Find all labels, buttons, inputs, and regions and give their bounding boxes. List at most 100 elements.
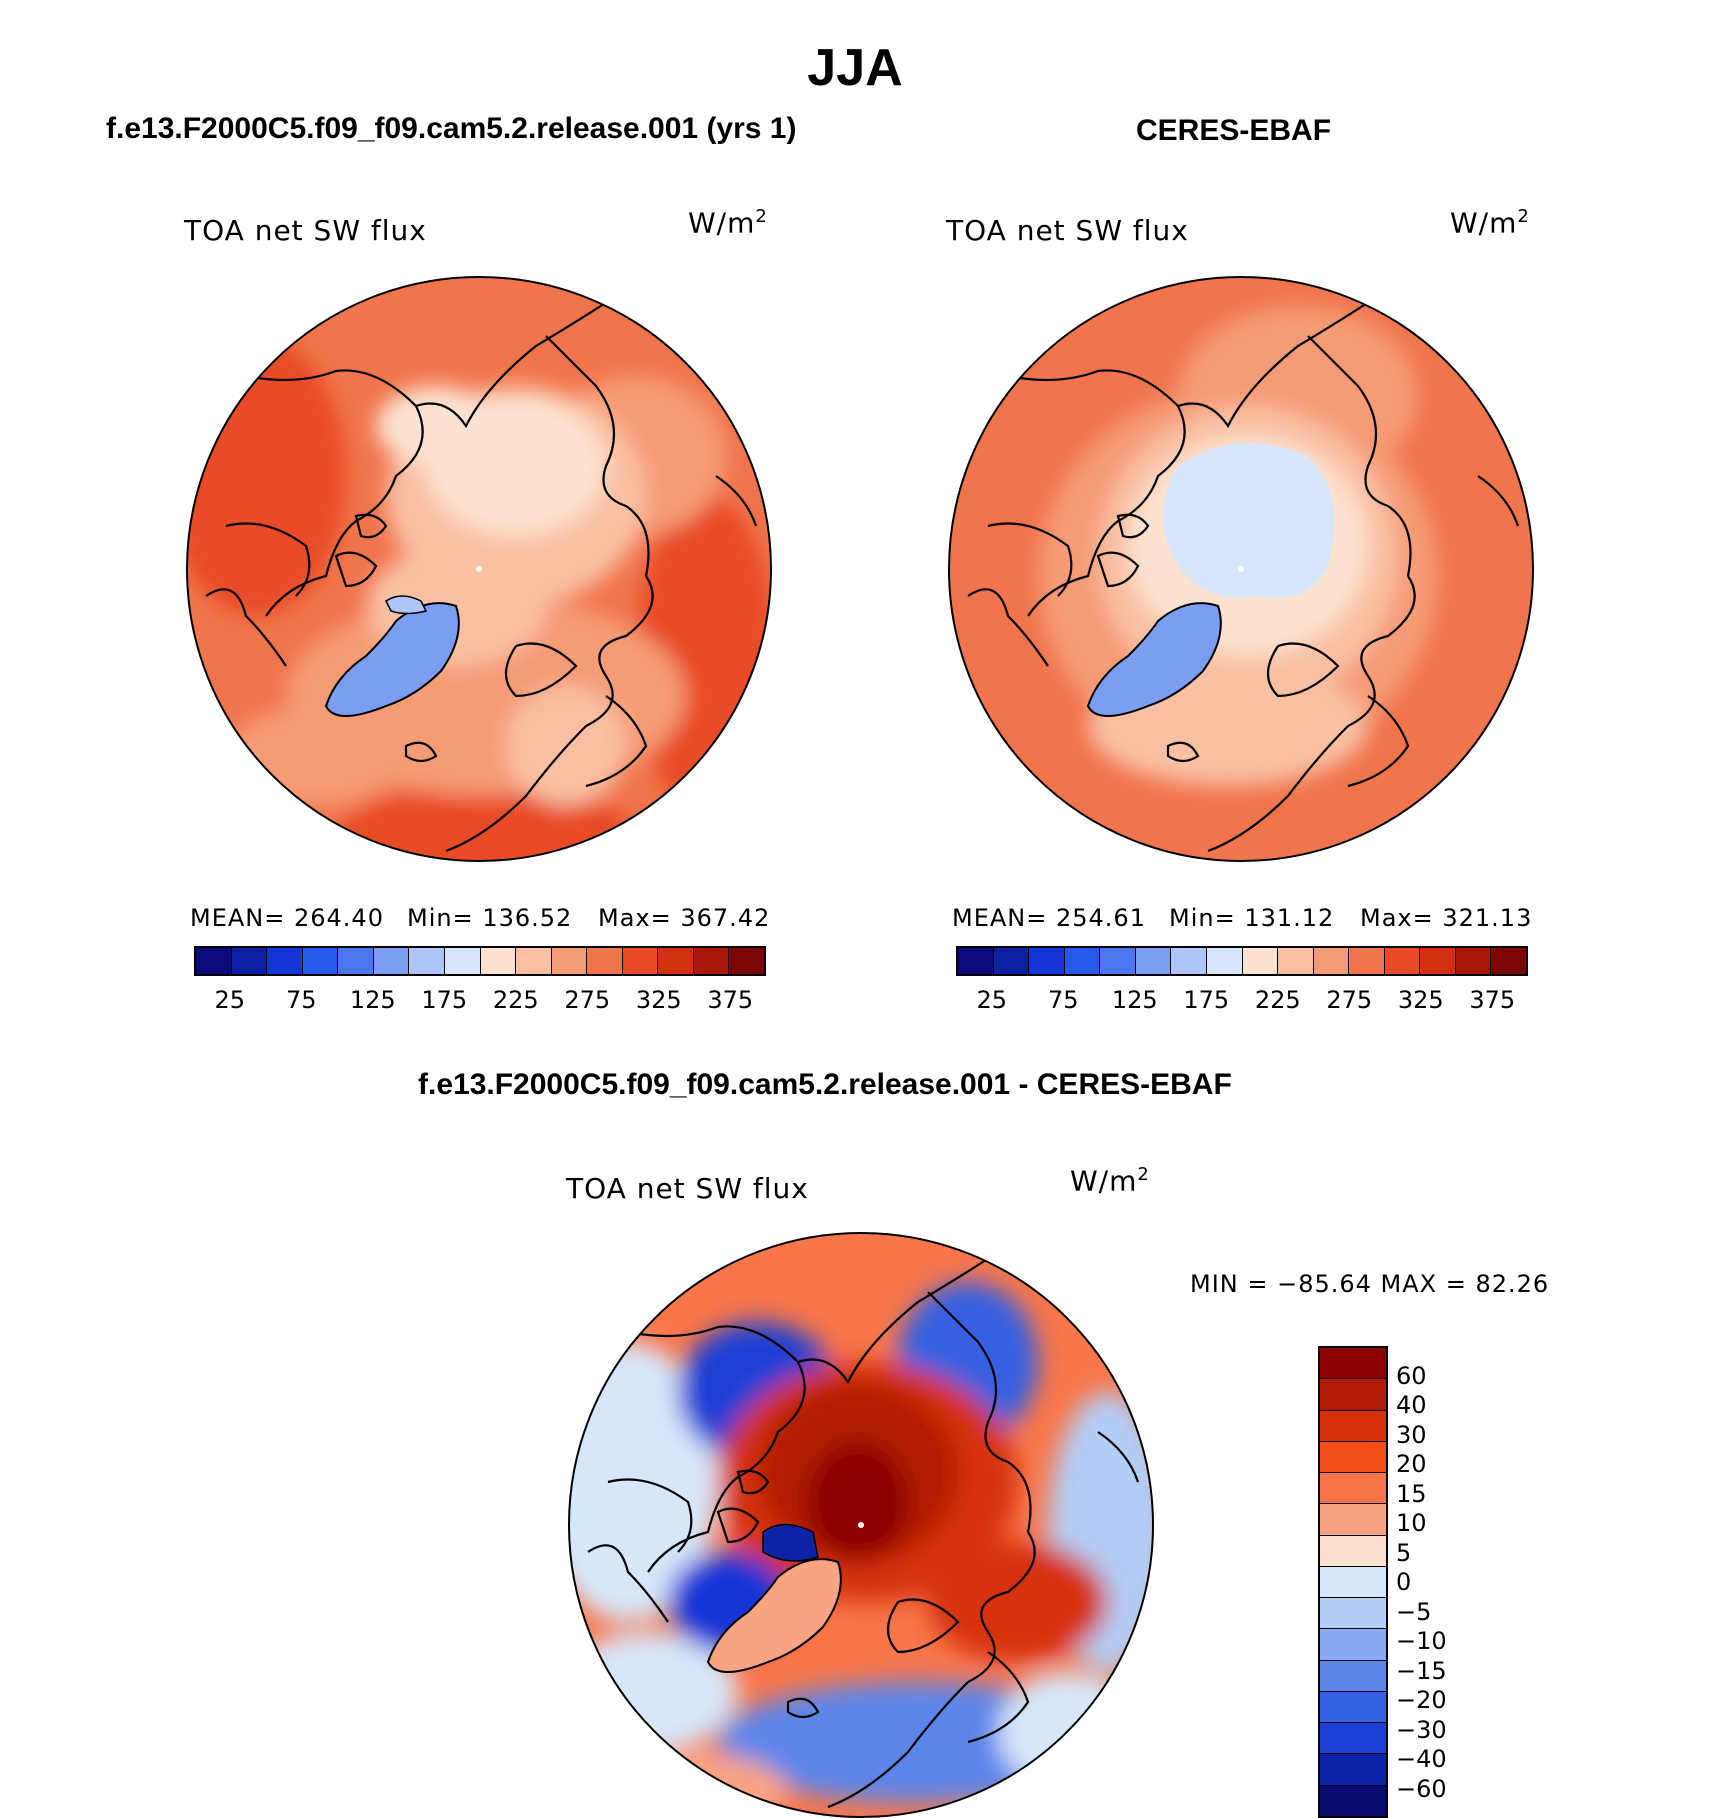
colorbar-tick-label: 225 bbox=[1254, 986, 1301, 1014]
model-stats-max: Max= 367.42 bbox=[598, 904, 771, 932]
colorbar-tick-label: 325 bbox=[1397, 986, 1444, 1014]
colorbar-swatch bbox=[1320, 1723, 1386, 1755]
colorbar-swatch bbox=[1171, 948, 1207, 974]
colorbar-swatch bbox=[1320, 1348, 1386, 1380]
colorbar-tick-label: −40 bbox=[1396, 1745, 1447, 1773]
model-panel-title: f.e13.F2000C5.f09_f09.cam5.2.release.001… bbox=[106, 112, 797, 145]
colorbar-swatch bbox=[551, 948, 588, 974]
colorbar-tick-label: −10 bbox=[1396, 1627, 1447, 1655]
model-colorbar bbox=[194, 946, 766, 976]
colorbar-swatch bbox=[1455, 948, 1492, 974]
colorbar-tick-label: 30 bbox=[1396, 1420, 1427, 1449]
colorbar-swatch bbox=[480, 948, 517, 974]
colorbar-swatch bbox=[1320, 1504, 1386, 1536]
colorbar-tick-label: 15 bbox=[1396, 1479, 1427, 1508]
colorbar-swatch bbox=[1278, 948, 1314, 974]
colorbar-tick-label: −5 bbox=[1396, 1597, 1432, 1626]
colorbar-swatch bbox=[1384, 948, 1421, 974]
colorbar-tick-label: 0 bbox=[1396, 1568, 1412, 1596]
diff-polar-map bbox=[568, 1232, 1154, 1818]
model-variable-label: TOA net SW flux bbox=[184, 214, 427, 247]
colorbar-tick-label: 125 bbox=[349, 986, 396, 1014]
obs-stats-max: Max= 321.13 bbox=[1360, 904, 1533, 932]
colorbar-swatch bbox=[373, 948, 410, 974]
colorbar-swatch bbox=[1491, 948, 1526, 974]
diff-minmax-label: MIN = −85.64 MAX = 82.26 bbox=[1190, 1270, 1550, 1298]
model-colorbar-ticks: 25 75 125 175 225 275 325 375 bbox=[194, 986, 766, 1016]
colorbar-tick-label: 375 bbox=[707, 986, 754, 1014]
colorbar-swatch bbox=[1320, 1566, 1386, 1599]
colorbar-swatch bbox=[196, 948, 232, 974]
diff-variable-label: TOA net SW flux bbox=[566, 1172, 809, 1205]
colorbar-swatch bbox=[409, 948, 445, 974]
model-stats-mean: MEAN= 264.40 bbox=[190, 904, 384, 932]
main-title: JJA bbox=[807, 39, 903, 97]
obs-polar-map bbox=[948, 276, 1534, 862]
model-units-label: W/m2 bbox=[688, 206, 768, 240]
colorbar-tick-label: 125 bbox=[1111, 986, 1158, 1014]
colorbar-swatch bbox=[1242, 948, 1279, 974]
colorbar-swatch bbox=[1320, 1785, 1386, 1816]
colorbar-tick-label: −60 bbox=[1396, 1774, 1447, 1803]
colorbar-tick-label: 40 bbox=[1396, 1391, 1427, 1419]
colorbar-swatch bbox=[958, 948, 994, 974]
obs-variable-label: TOA net SW flux bbox=[946, 214, 1189, 247]
colorbar-swatch bbox=[1206, 948, 1243, 974]
diff-colorbar-ticks: 60 40 30 20 15 10 5 0 −5 −10 −15 −20 −30 −40 −60 bbox=[1396, 1346, 1496, 1818]
colorbar-tick-label: −30 bbox=[1396, 1715, 1447, 1744]
colorbar-swatch bbox=[1320, 1441, 1386, 1474]
colorbar-tick-label: 175 bbox=[421, 986, 468, 1014]
colorbar-swatch bbox=[587, 948, 623, 974]
obs-stats-mean: MEAN= 254.61 bbox=[952, 904, 1146, 932]
colorbar-tick-label: 375 bbox=[1469, 986, 1516, 1014]
colorbar-swatch bbox=[1320, 1535, 1386, 1567]
colorbar-tick-label: 25 bbox=[214, 986, 246, 1014]
colorbar-tick-label: 10 bbox=[1396, 1509, 1427, 1537]
colorbar-swatch bbox=[622, 948, 659, 974]
model-stats-min: Min= 136.52 bbox=[407, 904, 573, 932]
colorbar-tick-label: 75 bbox=[1047, 986, 1079, 1014]
obs-colorbar-ticks: 25 75 125 175 225 275 325 375 bbox=[956, 986, 1528, 1016]
obs-units-label: W/m2 bbox=[1450, 206, 1530, 240]
colorbar-swatch bbox=[1320, 1473, 1386, 1505]
colorbar-swatch bbox=[729, 948, 764, 974]
colorbar-swatch bbox=[1320, 1410, 1386, 1442]
greenland-ice-region bbox=[324, 602, 460, 717]
colorbar-tick-label: 60 bbox=[1396, 1361, 1427, 1390]
colorbar-tick-label: 275 bbox=[1326, 986, 1373, 1014]
colorbar-swatch bbox=[1320, 1754, 1386, 1786]
colorbar-swatch bbox=[338, 948, 374, 974]
colorbar-swatch bbox=[1320, 1629, 1386, 1661]
colorbar-tick-label: 75 bbox=[285, 986, 317, 1014]
model-polar-map bbox=[186, 276, 772, 862]
colorbar-tick-label: 20 bbox=[1396, 1450, 1427, 1478]
colorbar-swatch bbox=[1029, 948, 1065, 974]
obs-sea-ice-region bbox=[1163, 443, 1335, 598]
colorbar-tick-label: −20 bbox=[1396, 1686, 1447, 1714]
colorbar-swatch bbox=[444, 948, 481, 974]
colorbar-swatch bbox=[516, 948, 552, 974]
colorbar-swatch bbox=[1420, 948, 1456, 974]
colorbar-tick-label: 175 bbox=[1183, 986, 1230, 1014]
colorbar-tick-label: −15 bbox=[1396, 1656, 1447, 1685]
diff-greenland-region bbox=[706, 1558, 842, 1673]
colorbar-tick-label: 225 bbox=[492, 986, 539, 1014]
colorbar-swatch bbox=[658, 948, 694, 974]
colorbar-swatch bbox=[231, 948, 268, 974]
colorbar-swatch bbox=[1349, 948, 1385, 974]
colorbar-swatch bbox=[1320, 1691, 1386, 1724]
colorbar-swatch bbox=[993, 948, 1030, 974]
colorbar-swatch bbox=[1320, 1598, 1386, 1630]
diff-panel-title: f.e13.F2000C5.f09_f09.cam5.2.release.001… bbox=[418, 1068, 1232, 1101]
colorbar-swatch bbox=[1064, 948, 1101, 974]
colorbar-swatch bbox=[1320, 1379, 1386, 1411]
colorbar-swatch bbox=[1313, 948, 1350, 974]
obs-panel-title: CERES-EBAF bbox=[1136, 114, 1332, 147]
colorbar-swatch bbox=[1320, 1660, 1386, 1692]
colorbar-swatch bbox=[1100, 948, 1136, 974]
diff-colorbar bbox=[1318, 1346, 1388, 1818]
colorbar-swatch bbox=[302, 948, 339, 974]
colorbar-tick-label: 275 bbox=[564, 986, 611, 1014]
diff-units-label: W/m2 bbox=[1070, 1164, 1150, 1198]
colorbar-tick-label: 25 bbox=[976, 986, 1008, 1014]
